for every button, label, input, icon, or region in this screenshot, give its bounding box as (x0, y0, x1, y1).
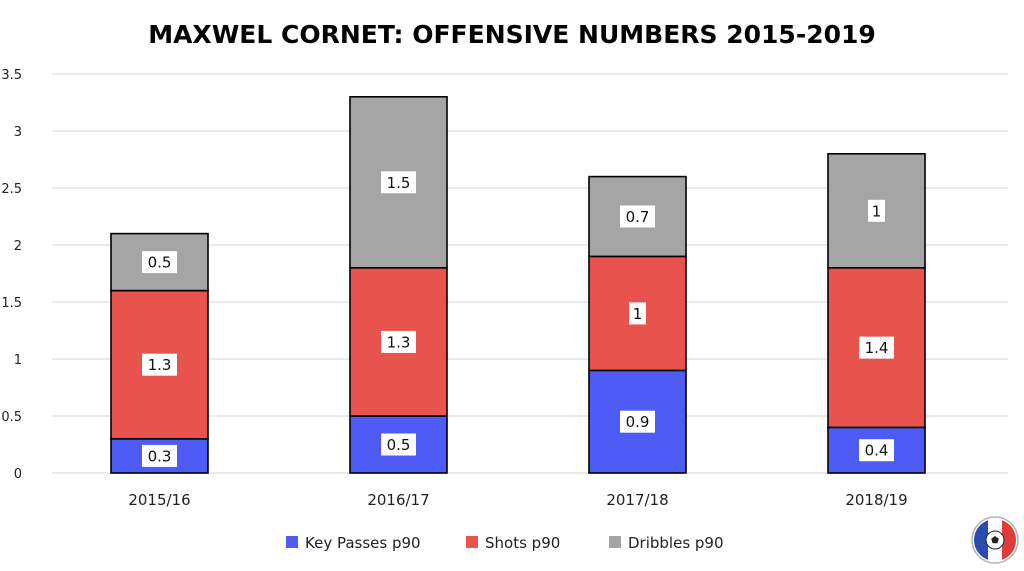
data-label-box (859, 336, 894, 359)
data-label-box (142, 353, 177, 376)
data-label: 0.5 (148, 254, 172, 272)
data-label-box (381, 171, 416, 194)
x-axis-categories: 2015/16 2016/17 2017/18 2018/19 (128, 491, 907, 509)
y-tick-label: 3 (14, 125, 22, 140)
y-axis-ticks: 0 0.5 1 1.5 2 2.5 3 3.5 (1, 68, 22, 482)
y-tick-label: 3.5 (1, 68, 22, 83)
legend: Key Passes p90 Shots p90 Dribbles p90 (286, 534, 724, 552)
data-label-box (381, 433, 416, 456)
data-label-box (142, 251, 177, 274)
data-label: 1 (633, 305, 643, 323)
data-label: 0.5 (387, 436, 411, 454)
x-tick-label: 2017/18 (606, 491, 668, 509)
data-label-box (381, 330, 416, 353)
y-tick-label: 0.5 (1, 410, 22, 425)
legend-label: Shots p90 (485, 534, 560, 552)
data-label-box (620, 410, 655, 433)
chart-title: MAXWEL CORNET: OFFENSIVE NUMBERS 2015-20… (148, 20, 876, 49)
x-tick-label: 2016/17 (367, 491, 429, 509)
y-tick-label: 0 (14, 467, 22, 482)
y-tick-label: 1 (14, 353, 22, 368)
data-label: 1 (872, 202, 882, 220)
data-label-box (629, 302, 646, 325)
y-tick-label: 2.5 (1, 182, 22, 197)
data-label-box (620, 205, 655, 228)
data-label: 0.9 (626, 413, 650, 431)
data-label: 0.7 (626, 208, 650, 226)
french-football-logo-icon (971, 516, 1019, 564)
bars: 0.3 1.3 0.5 0.5 1.3 1.5 0.9 1 0.7 0.4 1.4 1 (110, 96, 926, 474)
legend-swatch (609, 536, 621, 548)
x-tick-label: 2018/19 (845, 491, 907, 509)
legend-swatch (466, 536, 478, 548)
data-label: 0.4 (865, 442, 889, 460)
y-tick-label: 1.5 (1, 296, 22, 311)
x-tick-label: 2015/16 (128, 491, 190, 509)
legend-label: Key Passes p90 (305, 534, 421, 552)
data-label-box (142, 444, 177, 467)
data-label: 1.3 (387, 333, 411, 351)
legend-swatch (286, 536, 298, 548)
data-label: 1.4 (865, 339, 889, 357)
data-label: 1.3 (148, 356, 172, 374)
legend-label: Dribbles p90 (628, 534, 724, 552)
gridlines (52, 73, 1008, 474)
data-label: 1.5 (387, 174, 411, 192)
data-label: 0.3 (148, 447, 172, 465)
y-tick-label: 2 (14, 239, 22, 254)
data-label-box (868, 199, 885, 222)
data-label-box (859, 439, 894, 462)
